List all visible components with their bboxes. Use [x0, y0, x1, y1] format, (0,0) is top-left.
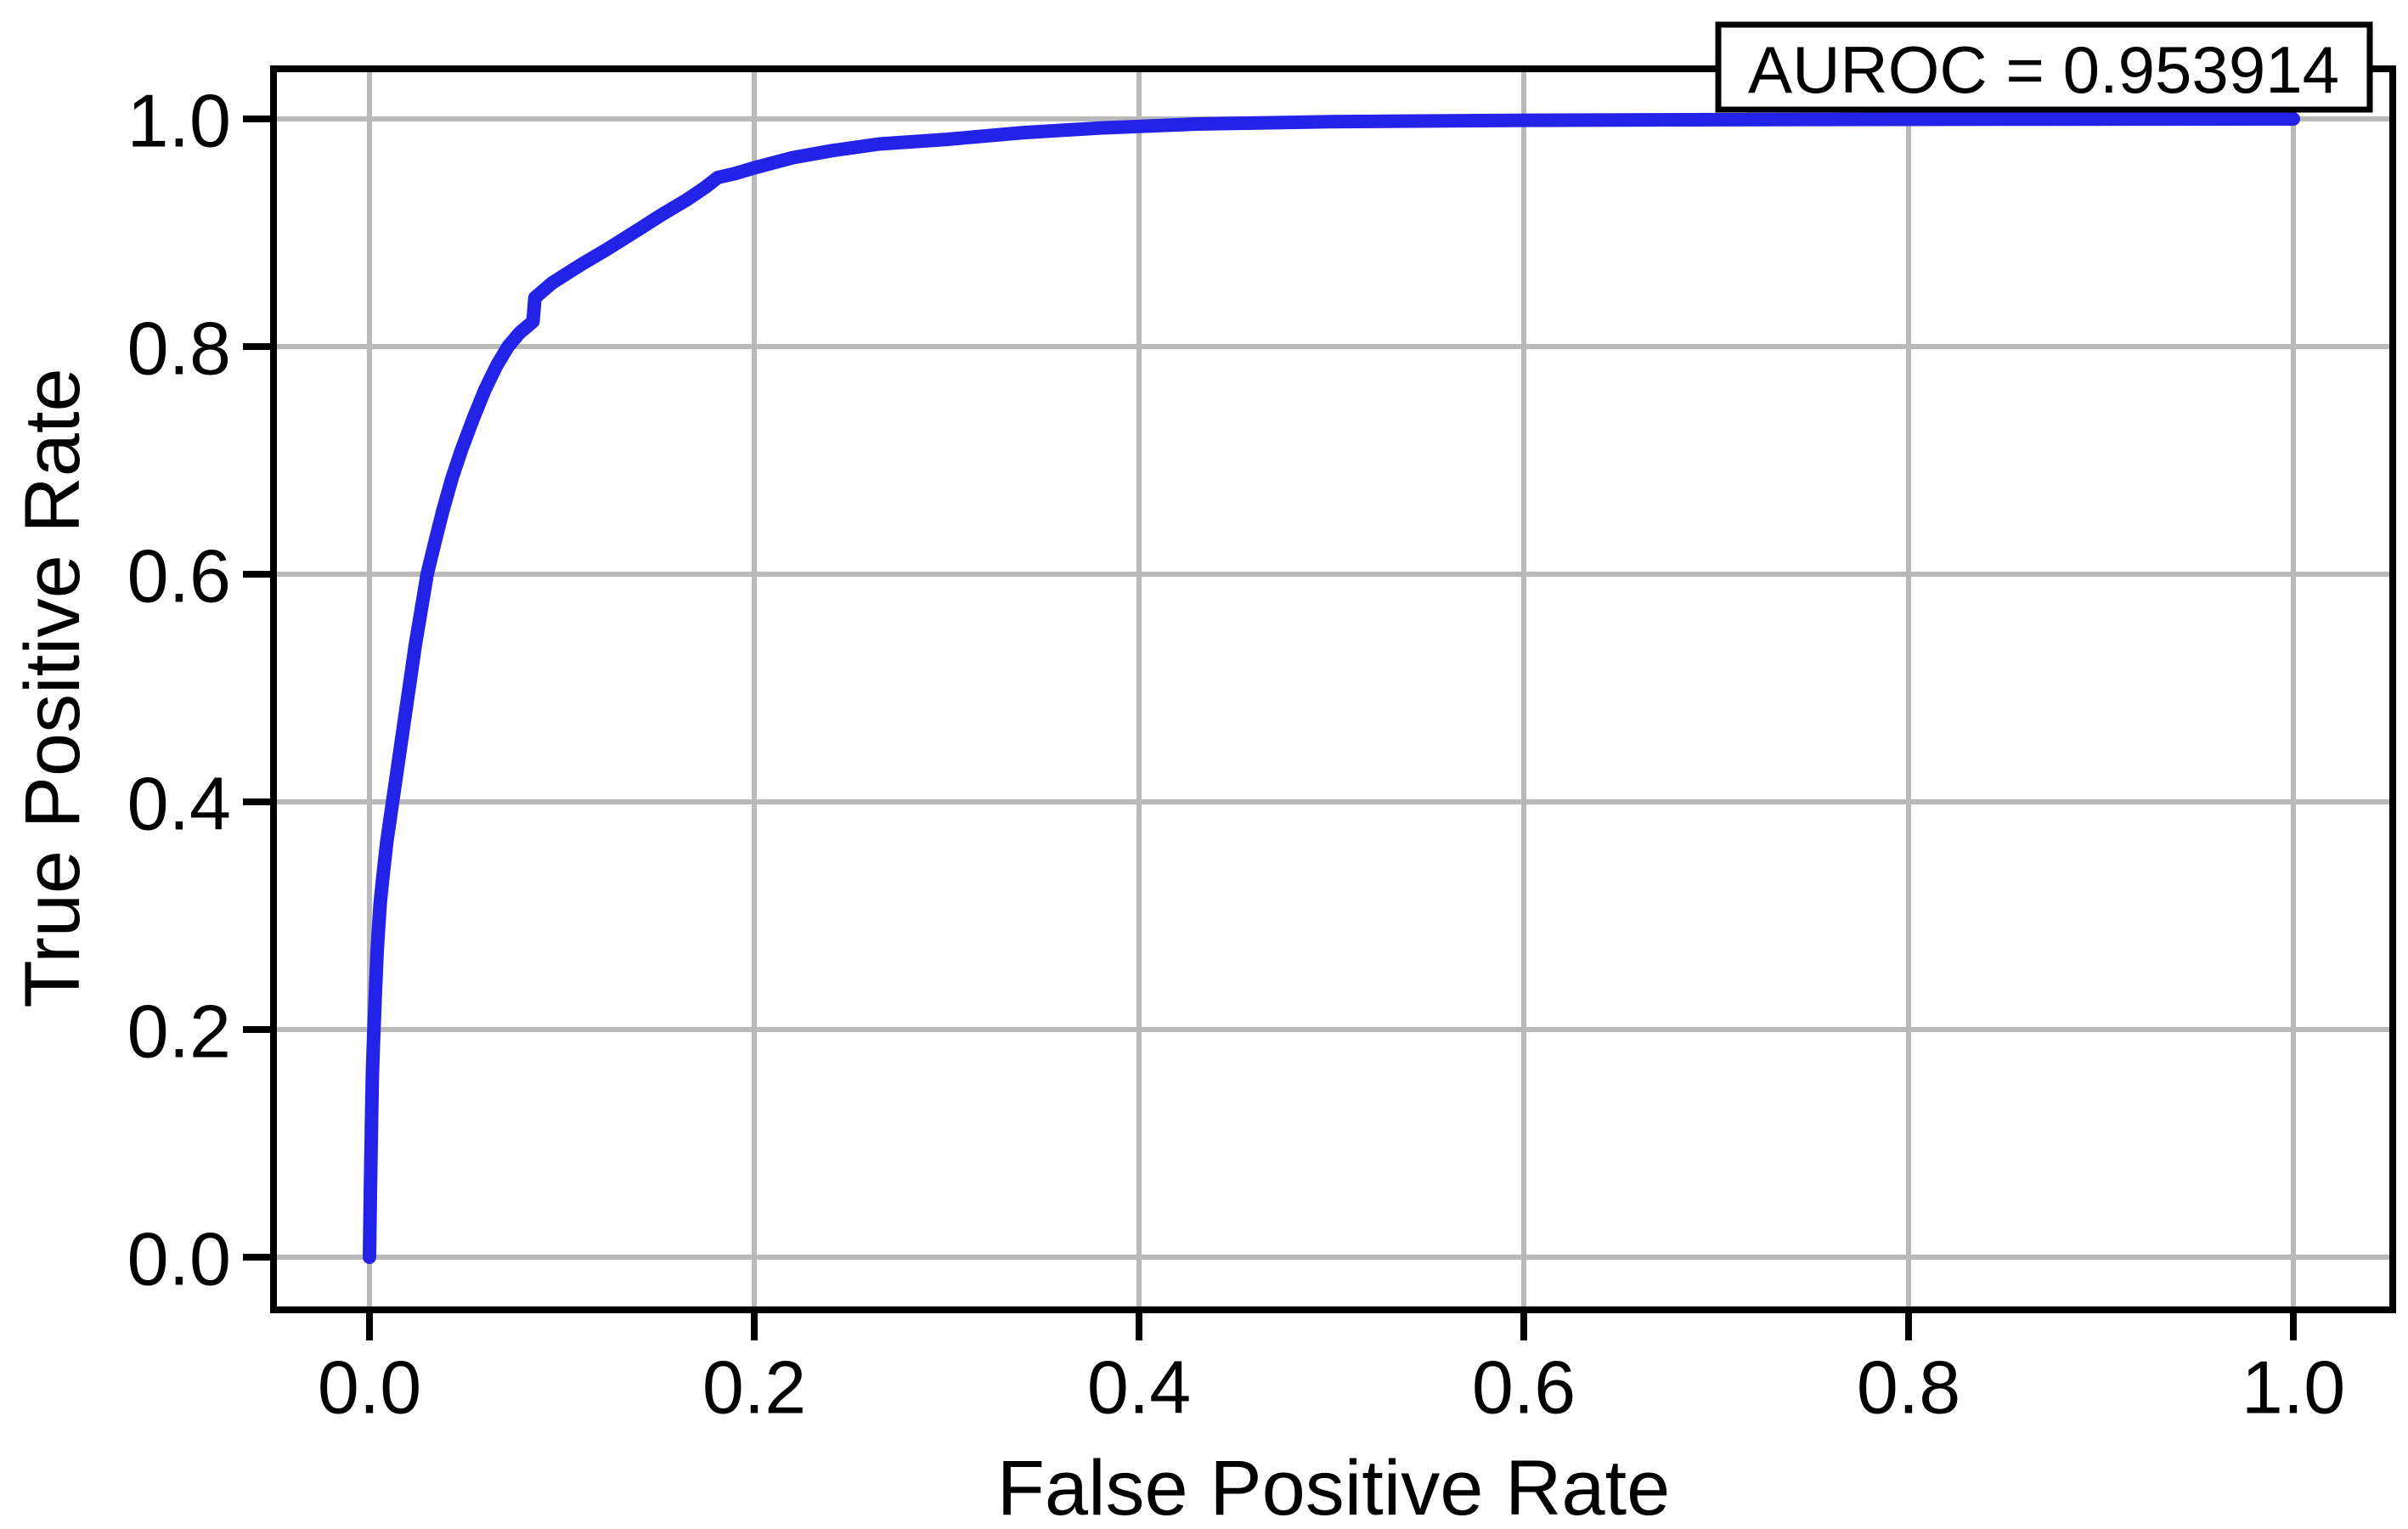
x-tick-label: 0.2	[702, 1346, 806, 1430]
roc-curve-group	[363, 112, 2300, 1264]
y-tick-label: 0.0	[127, 1217, 231, 1301]
y-tick-label: 0.8	[127, 307, 231, 391]
legend-box: AUROC = 0.953914	[1715, 21, 2373, 113]
x-tick-label: 1.0	[2242, 1346, 2345, 1430]
x-tick-label: 0.8	[1857, 1346, 1960, 1430]
x-axis-label: False Positive Rate	[997, 1445, 1671, 1529]
x-tick-label: 0.6	[1472, 1346, 1576, 1430]
x-tick-label: 0.4	[1087, 1346, 1191, 1430]
y-tick-label: 0.4	[127, 762, 231, 846]
y-tick-label: 0.2	[127, 990, 231, 1074]
plot-border	[270, 65, 2396, 1313]
y-axis-label: True Positive Rate	[9, 368, 96, 1007]
legend-frame	[1715, 21, 2373, 113]
tick-labels: 0.0 0.2 0.4 0.6 0.8 1.0 0.0 0.2 0.4 0.6 0.8 1.0	[127, 79, 2346, 1430]
tick-marks	[243, 116, 2297, 1340]
gridlines	[274, 69, 2393, 1310]
y-tick-label: 0.6	[127, 534, 231, 618]
x-tick-label: 0.0	[318, 1346, 421, 1430]
legend-auroc-label: AUROC = 0.953914	[1748, 32, 2339, 107]
roc-curve-line	[363, 112, 2300, 1264]
y-tick-label: 1.0	[127, 79, 231, 163]
